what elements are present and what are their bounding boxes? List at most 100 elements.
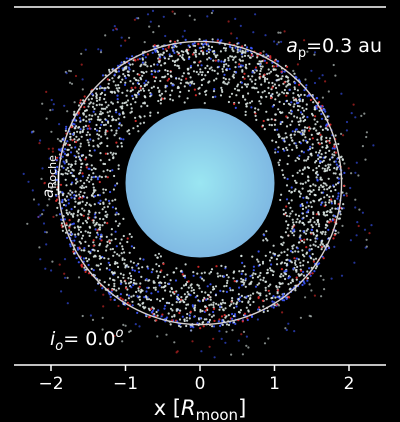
ring-particle [298, 83, 301, 86]
ring-particle [202, 46, 205, 49]
ring-particle [74, 200, 77, 203]
ring-particle [258, 100, 261, 103]
ring-particle [100, 103, 103, 106]
ring-particle [113, 73, 116, 76]
ring-particle [114, 237, 117, 241]
ring-particle [186, 290, 189, 294]
ring-particle [66, 236, 69, 239]
ring-particle [276, 150, 280, 153]
ring-particle [113, 298, 116, 301]
ring-particle [153, 44, 156, 47]
ring-particle [179, 82, 182, 85]
ring-particle [301, 113, 304, 116]
ring-particle [273, 304, 276, 307]
ring-particle [199, 317, 202, 320]
ring-particle [83, 209, 86, 212]
ring-particle [113, 279, 116, 282]
ring-particle [60, 172, 63, 176]
ring-particle [340, 207, 344, 210]
ring-particle [309, 185, 312, 188]
ring-particle [141, 57, 144, 60]
ring-particle [104, 175, 107, 178]
ring-particle [328, 158, 331, 161]
ring-particle [99, 237, 102, 240]
ring-particle [65, 160, 68, 163]
ring-particle [192, 288, 195, 292]
ring-particle [142, 54, 145, 57]
ring-particle [324, 164, 327, 167]
ring-particle [87, 141, 90, 144]
ring-particle [60, 218, 63, 221]
ring-particle [300, 150, 303, 153]
ring-particle [168, 302, 171, 305]
ring-particle [304, 78, 307, 81]
ring-particle [74, 178, 78, 181]
ring-particle [256, 291, 259, 294]
ring-particle [93, 254, 97, 257]
ring-particle [305, 107, 308, 111]
ring-particle [224, 316, 227, 319]
ring-particle [138, 295, 141, 298]
ring-particle [283, 30, 286, 33]
ring-particle [287, 82, 290, 85]
ring-particle [104, 129, 107, 132]
ring-particle [269, 56, 272, 60]
ring-particle [43, 181, 47, 184]
ring-particle [64, 172, 67, 175]
ring-particle [291, 247, 294, 250]
ring-particle [114, 84, 117, 87]
ring-particle [149, 298, 153, 302]
ring-particle [158, 284, 161, 287]
ring-particle [164, 90, 167, 93]
ring-particle [321, 201, 324, 204]
ring-particle [266, 77, 269, 81]
ring-particle [87, 167, 90, 170]
ring-particle [42, 209, 45, 212]
ring-particle [78, 171, 82, 174]
ring-particle [154, 254, 157, 257]
ring-particle [112, 29, 115, 32]
ring-particle [232, 73, 235, 76]
ring-particle [181, 299, 184, 302]
ring-particle [244, 273, 247, 276]
ring-particle [286, 65, 289, 68]
ring-particle [194, 94, 197, 97]
ring-particle [323, 288, 326, 291]
ring-particle [145, 70, 148, 73]
ring-particle [202, 78, 205, 81]
ring-particle [223, 285, 226, 288]
ring-particle [156, 256, 159, 259]
ring-particle [69, 223, 72, 226]
ring-particle [335, 163, 338, 166]
ring-particle [90, 176, 93, 179]
ring-particle [303, 39, 306, 42]
ring-particle [313, 81, 317, 85]
ring-particle [212, 285, 215, 289]
ring-particle [288, 275, 292, 278]
ring-particle [154, 288, 157, 291]
ring-particle [288, 259, 291, 262]
ring-particle [179, 325, 182, 328]
ring-particle [105, 267, 108, 270]
ring-particle [280, 40, 283, 43]
ring-particle [212, 310, 215, 314]
ring-particle [152, 307, 155, 310]
ring-particle [82, 118, 85, 121]
ring-particle [213, 307, 216, 310]
ring-particle [236, 85, 239, 88]
ring-particle [272, 68, 275, 71]
ring-particle [237, 65, 240, 68]
ring-particle [273, 123, 276, 126]
ring-particle [102, 202, 105, 205]
ring-particle [307, 176, 310, 179]
ring-particle [269, 267, 272, 270]
ring-particle [236, 83, 240, 86]
ring-particle [73, 138, 76, 141]
ring-particle [157, 44, 160, 47]
ring-particle [333, 202, 337, 205]
ring-particle [295, 221, 298, 224]
ring-particle [121, 298, 124, 301]
ring-particle [87, 263, 90, 267]
ring-particle [264, 254, 267, 257]
ring-particle [111, 247, 114, 251]
